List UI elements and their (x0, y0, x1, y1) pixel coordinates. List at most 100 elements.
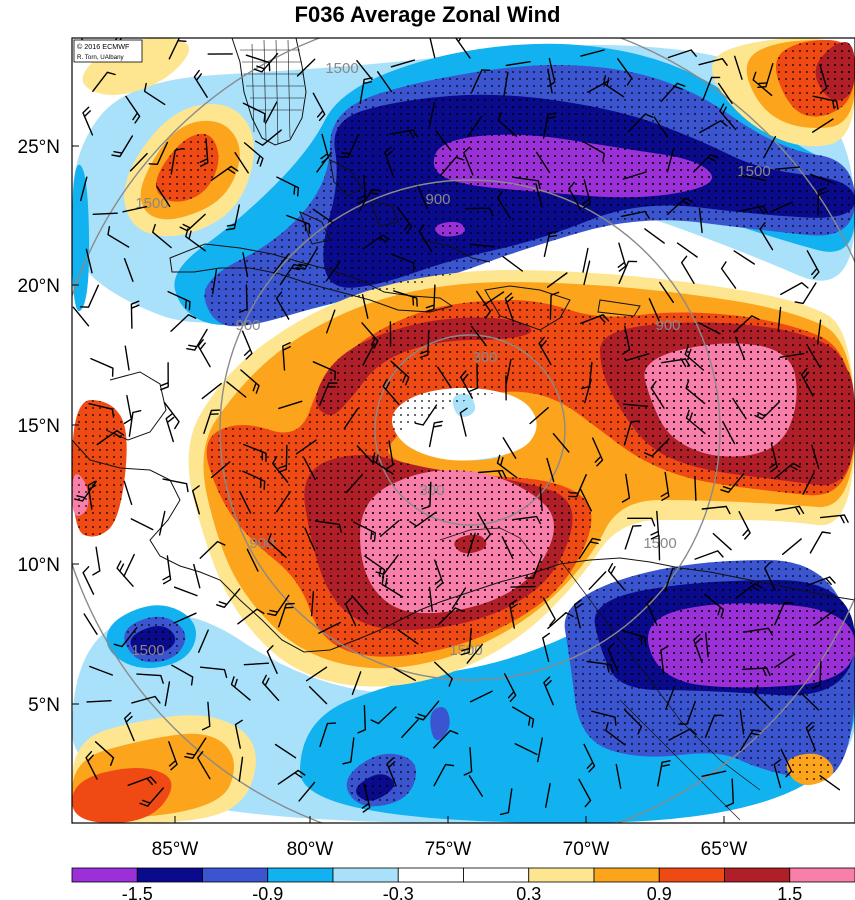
wind-barb (92, 212, 118, 215)
colorbar-tick-label: 0.9 (647, 884, 672, 900)
wind-barb (192, 485, 200, 515)
stipple-10 (130, 625, 176, 656)
wind-barb (739, 729, 762, 751)
wind-barb (774, 166, 801, 170)
wind-barb (623, 420, 640, 446)
wind-barb (421, 481, 432, 510)
wind-barb (419, 330, 430, 359)
wind-barb (697, 322, 721, 335)
wind-barb (390, 59, 416, 68)
wind-barb (130, 518, 154, 531)
wind-barb (586, 660, 614, 674)
wind-barb (738, 511, 751, 540)
wind-barb (650, 380, 665, 409)
wind-barb (539, 485, 543, 512)
colorbar-swatch (71, 867, 138, 883)
wind-barb (623, 708, 643, 735)
wind-barb (617, 58, 633, 86)
wind-barb (665, 686, 676, 710)
wind-barb (390, 253, 415, 272)
wind-barb (812, 118, 834, 133)
wind-barb (615, 763, 622, 789)
wind-barb (124, 345, 130, 371)
wind-barb (393, 667, 416, 681)
wind-barb (211, 269, 218, 295)
bahamas-coast (299, 159, 491, 263)
wind-barb (111, 135, 133, 158)
wind-barb (241, 330, 253, 360)
wind-barb (578, 778, 592, 808)
wind-barb (624, 525, 642, 550)
wind-barb (535, 183, 543, 208)
wind-barb (434, 661, 453, 687)
florida-coast (231, 38, 307, 146)
wind-barb (425, 284, 436, 313)
latitude-label: 25°N (18, 137, 60, 158)
wind-barb (359, 77, 373, 104)
wind-barb (809, 531, 831, 554)
range-ring-label: 1500 (131, 642, 164, 659)
wind-barb (305, 666, 328, 682)
wind-barb (357, 175, 367, 204)
wind-barb (685, 379, 706, 405)
wind-barb (167, 290, 191, 311)
wind-barb (319, 722, 337, 748)
wind-barb (712, 532, 732, 551)
wind-barb (170, 314, 197, 332)
wind-barb (805, 721, 817, 751)
wind-barb (243, 142, 264, 167)
wind-contour-blue-7 (430, 707, 450, 741)
wind-barb (230, 676, 251, 701)
wind-barb (622, 325, 631, 355)
wind-barb (588, 571, 607, 590)
latitude-label: 5°N (28, 695, 60, 716)
wind-barb (312, 361, 336, 381)
wind-barb (738, 205, 769, 215)
latitude-labels: 25°N 20°N 15°N 10°N 5°N (18, 137, 79, 716)
wind-barb (732, 397, 747, 420)
wind-barb (735, 336, 746, 361)
wind-barb (496, 190, 512, 219)
wind-barb (678, 700, 696, 725)
wind-barb (775, 505, 805, 515)
wind-barb (742, 667, 771, 677)
wind-barb (618, 260, 638, 284)
wind-barb (542, 597, 556, 626)
wind-barb (393, 290, 418, 307)
range-ring-label: 900 (249, 535, 274, 552)
wind-barb (774, 462, 801, 480)
wind-barb (529, 407, 549, 425)
colorbar-swatch (658, 867, 725, 883)
range-ring-label: 1500 (325, 60, 358, 77)
wind-barb (304, 527, 316, 551)
wind-barb (780, 748, 793, 778)
wind-barb (725, 778, 734, 808)
range-ring-label: 900 (425, 191, 450, 208)
wind-barb (316, 152, 332, 173)
wind-barb (163, 401, 180, 430)
stipple-20 (435, 221, 465, 237)
wind-barb (741, 174, 767, 182)
wind-barb (774, 653, 796, 668)
range-ring-label: 300 (472, 349, 497, 366)
wind-barb (415, 700, 440, 721)
wind-barb (591, 710, 617, 726)
wind-barb (744, 627, 774, 636)
wind-barb (782, 538, 802, 555)
wind-barb (582, 179, 591, 209)
colorbar-swatch (136, 867, 203, 883)
wind-barb (578, 537, 601, 560)
wind-barb (279, 263, 303, 286)
wind-barb (226, 381, 247, 398)
colorbar (71, 867, 855, 883)
wind-barb (735, 583, 763, 600)
wind-barb (356, 445, 375, 465)
wind-barb (722, 421, 736, 445)
stipple-24 (156, 133, 219, 202)
wind-barb (705, 632, 709, 658)
wind-barb (184, 737, 207, 759)
wind-barb (627, 113, 654, 133)
wind-barb (733, 250, 755, 265)
wind-barb (467, 532, 476, 557)
credit-ecmwf: © 2016 ECMWF (77, 42, 130, 51)
